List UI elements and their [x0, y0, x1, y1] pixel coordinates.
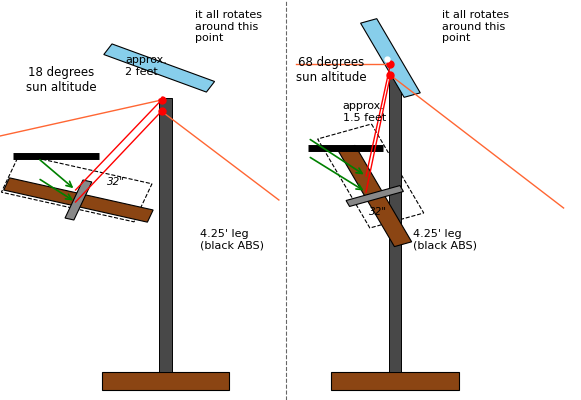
Text: 68 degrees
sun altitude: 68 degrees sun altitude: [296, 56, 367, 84]
Polygon shape: [346, 186, 403, 206]
Bar: [389, 62, 401, 372]
Polygon shape: [65, 180, 92, 220]
Text: 18 degrees
sun altitude: 18 degrees sun altitude: [26, 66, 96, 94]
Text: it all rotates
around this
point: it all rotates around this point: [442, 10, 508, 43]
Text: approx.
2 feet: approx. 2 feet: [125, 55, 167, 77]
Text: 32": 32": [369, 207, 386, 217]
Text: 32": 32": [107, 177, 125, 187]
Polygon shape: [104, 44, 214, 92]
Text: 4.25' leg
(black ABS): 4.25' leg (black ABS): [200, 229, 264, 251]
Polygon shape: [361, 19, 420, 97]
Text: 4.25' leg
(black ABS): 4.25' leg (black ABS): [413, 229, 476, 251]
Bar: [159, 98, 172, 372]
Text: approx.
1.5 feet: approx. 1.5 feet: [343, 101, 386, 123]
Bar: [102, 372, 229, 390]
Polygon shape: [338, 145, 412, 247]
Polygon shape: [3, 178, 153, 222]
Text: it all rotates
around this
point: it all rotates around this point: [195, 10, 261, 43]
Bar: [331, 372, 459, 390]
